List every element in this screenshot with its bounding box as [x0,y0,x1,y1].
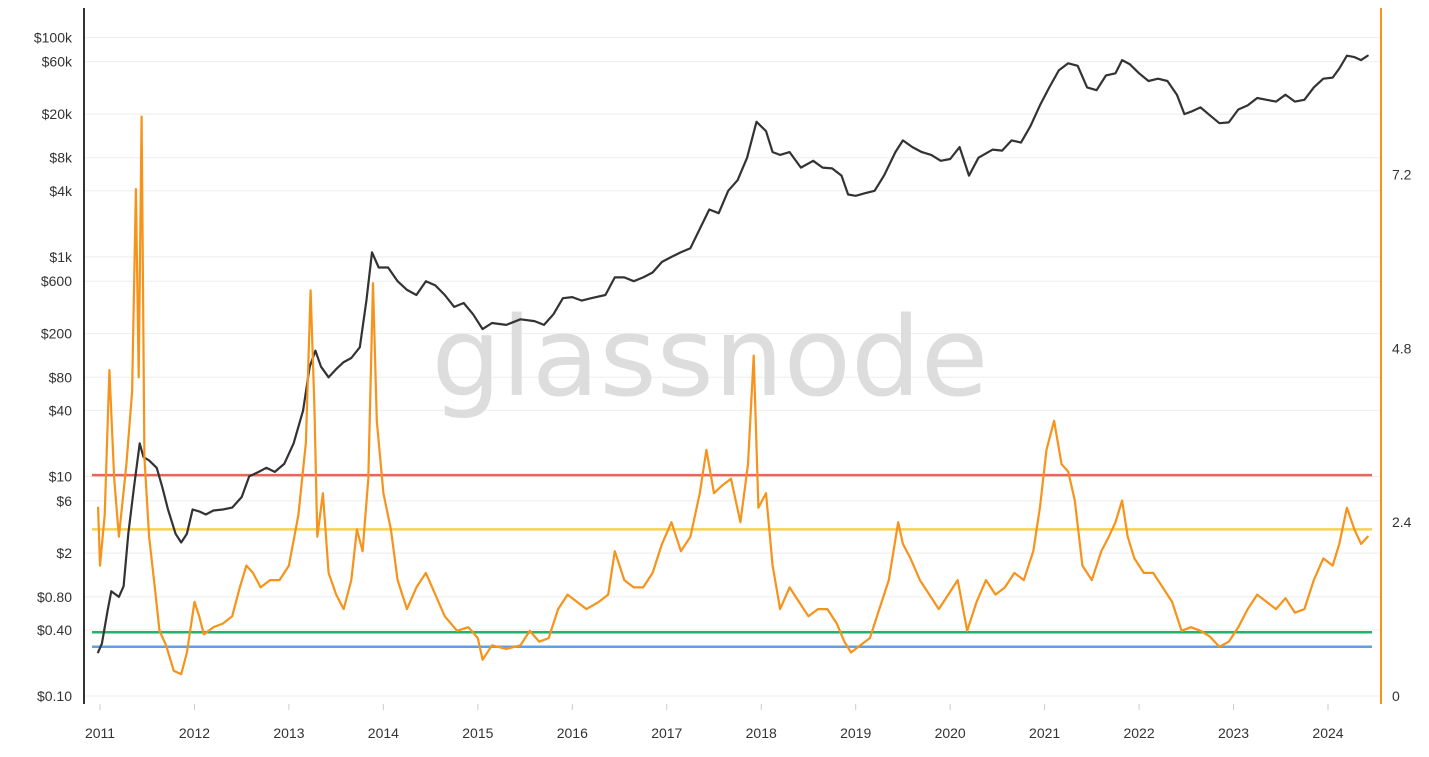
x-tick-label: 2017 [651,725,682,741]
x-tick-label: 2019 [840,725,871,741]
right-tick-label: 0 [1392,688,1400,704]
left-tick-label: $0.10 [37,688,72,704]
x-tick-label: 2016 [557,725,588,741]
x-tick-label: 2015 [462,725,493,741]
x-tick-label: 2013 [273,725,304,741]
x-tick-label: 2011 [85,725,115,741]
right-tick-label: 4.8 [1392,340,1412,356]
left-tick-label: $600 [41,273,72,289]
left-tick-label: $4k [49,183,73,199]
indicator-series-line [97,115,1369,676]
watermark-text: glassnode [432,293,989,421]
right-axis-ticks: 0 2.4 4.8 7.2 [1392,167,1412,704]
left-tick-label: $0.40 [37,622,72,638]
x-tick-label: 2020 [935,725,966,741]
threshold-layer [92,473,1372,649]
x-tick-label: 2024 [1312,725,1343,741]
left-tick-label: $40 [49,402,73,418]
left-tick-label: $100k [34,29,73,45]
right-tick-label: 2.4 [1392,514,1412,530]
left-tick-label: $0.80 [37,589,72,605]
left-tick-label: $8k [49,150,73,166]
x-tick-label: 2018 [746,725,777,741]
left-tick-label: $1k [49,249,73,265]
left-tick-label: $80 [49,369,73,385]
x-axis-ticks: 2011 2012 2013 2014 2015 2016 2017 2018 2019 2020… [85,704,1344,741]
left-tick-label: $2 [56,545,72,561]
left-axis-ticks: $100k $60k $20k $8k $4k $1k $600 $200 $80 $40 $10 $… [34,29,73,704]
left-tick-label: $60k [42,54,73,70]
series-layer [97,54,1369,676]
x-tick-label: 2021 [1029,725,1060,741]
left-tick-label: $6 [56,493,72,509]
x-tick-label: 2012 [179,725,210,741]
left-tick-label: $200 [41,326,72,342]
left-tick-label: $20k [42,106,73,122]
x-tick-label: 2023 [1218,725,1249,741]
x-tick-label: 2014 [368,725,399,741]
right-tick-label: 7.2 [1392,167,1412,183]
left-tick-label: $10 [49,468,73,484]
x-tick-label: 2022 [1123,725,1154,741]
price-series-line [97,54,1369,654]
